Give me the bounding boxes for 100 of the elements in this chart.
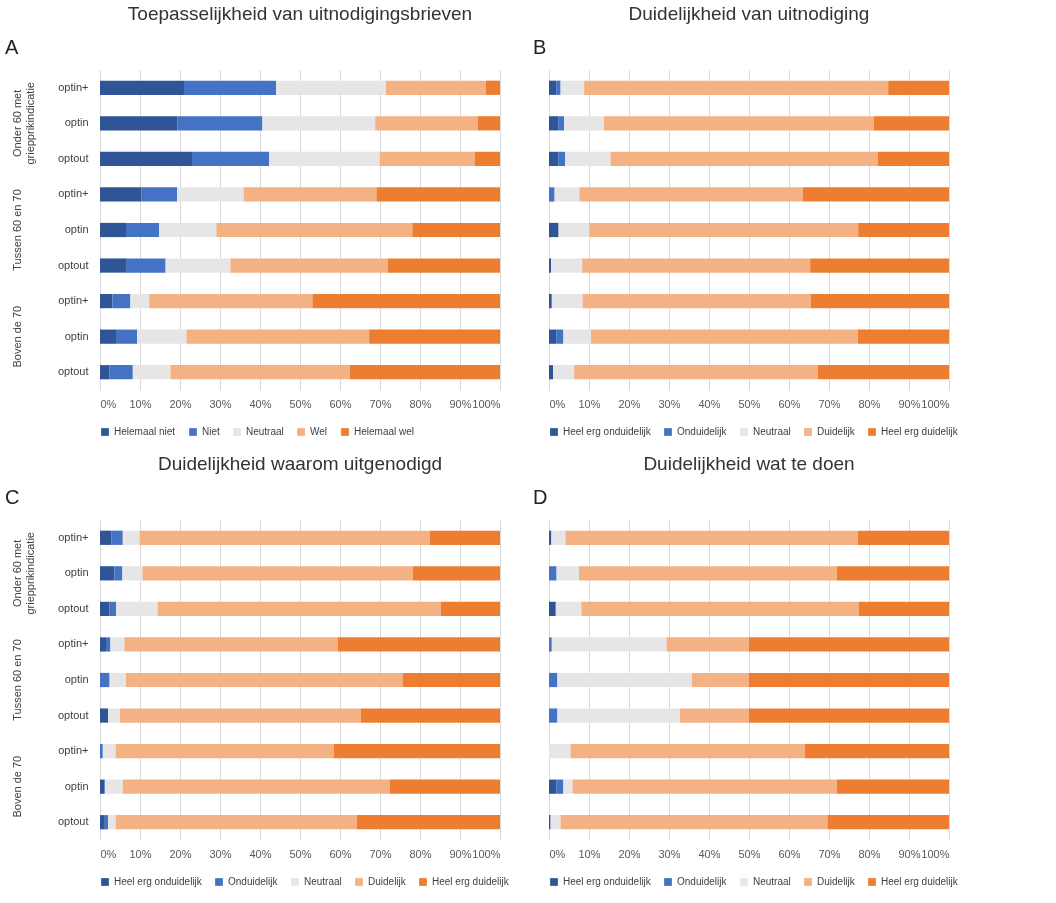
bar <box>126 672 403 688</box>
y-tick-label: optin+ <box>58 530 89 543</box>
bar <box>549 779 557 794</box>
bar <box>116 329 138 344</box>
x-tick-label: 70% <box>369 397 392 410</box>
x-tick-label: 20% <box>618 847 641 860</box>
x-tick-label: 50% <box>289 397 312 410</box>
x-tick-label: 0% <box>549 847 566 860</box>
bar <box>877 151 949 166</box>
x-tick-label: 60% <box>329 847 352 860</box>
y-tick-label: optin+ <box>58 80 89 93</box>
bar <box>563 329 591 344</box>
bar <box>836 566 949 581</box>
bar <box>106 637 111 652</box>
bar <box>551 530 566 545</box>
bar <box>549 637 552 652</box>
bar <box>312 294 500 309</box>
bar <box>589 222 859 238</box>
bar <box>230 258 388 273</box>
bar <box>243 187 377 202</box>
bar <box>100 116 178 131</box>
legend-label: Duidelijk <box>368 876 407 887</box>
bar <box>574 365 818 380</box>
bar <box>557 672 692 688</box>
bar <box>551 258 583 273</box>
y-tick-label: optin+ <box>58 294 89 307</box>
bar <box>390 779 500 794</box>
y-tick-label: optin <box>64 329 89 342</box>
x-tick-label: 10% <box>129 397 152 410</box>
bar <box>749 672 949 688</box>
y-tick-label: optin <box>64 223 89 235</box>
bar <box>549 80 557 95</box>
text: A <box>5 36 19 58</box>
bar <box>159 222 217 238</box>
bar <box>108 815 116 830</box>
bar <box>810 294 949 309</box>
bar <box>100 566 115 581</box>
bar <box>551 294 583 309</box>
bar <box>137 329 187 344</box>
chart-title: Duidelijkheid van uitnodiging <box>628 3 870 24</box>
bar <box>349 365 500 380</box>
bar <box>100 601 110 616</box>
bar <box>557 708 680 723</box>
bar <box>276 80 386 95</box>
chart-title: Duidelijkheid waarom uitgenodigd <box>157 453 443 474</box>
bar <box>572 779 837 794</box>
x-tick-label: 40% <box>249 847 272 860</box>
bar <box>412 222 500 238</box>
x-tick-label: 40% <box>249 397 272 410</box>
bar <box>388 258 500 273</box>
x-tick-label: 20% <box>169 847 192 860</box>
bar <box>556 80 561 95</box>
bar <box>486 80 500 95</box>
bar <box>478 116 500 131</box>
bar <box>141 187 178 202</box>
x-tick-label: 30% <box>209 847 232 860</box>
x-tick-label: 100% <box>921 397 950 410</box>
bar <box>558 151 565 166</box>
bar <box>100 530 112 545</box>
bar <box>582 258 811 273</box>
bar <box>817 365 949 380</box>
bar <box>126 258 166 273</box>
bar <box>749 637 949 652</box>
bar <box>581 601 859 616</box>
bar <box>262 116 376 131</box>
bar <box>192 151 270 166</box>
y-tick-label: optin <box>64 116 89 129</box>
x-tick-label: 80% <box>409 847 432 860</box>
legend-label: Onduidelijk <box>677 876 728 887</box>
x-tick-label: 60% <box>329 397 352 410</box>
bar <box>126 222 160 238</box>
bar <box>184 80 276 95</box>
bar <box>124 637 338 652</box>
bar <box>100 744 103 759</box>
legend-label: Wel <box>310 426 328 437</box>
bar <box>100 779 105 794</box>
legend-label: Neutraal <box>304 876 342 887</box>
bar <box>102 744 116 759</box>
x-tick-label: 40% <box>698 397 721 410</box>
bar <box>859 601 949 616</box>
legend-label: Neutraal <box>246 426 284 437</box>
bar <box>386 80 486 95</box>
x-tick-label: 90% <box>898 847 921 860</box>
bar <box>112 294 131 309</box>
bar <box>564 116 604 131</box>
bar <box>610 151 878 166</box>
chart-title: Toepasselijkheid van uitnodigingsbrieven <box>127 3 473 24</box>
bar <box>549 365 553 380</box>
x-tick-label: 100% <box>921 847 950 860</box>
y-tick-label: optout <box>57 258 89 271</box>
legend-label: Duidelijk <box>817 876 856 887</box>
bar <box>570 744 805 759</box>
text: Onder 60 met griepprikindicatie <box>11 82 36 165</box>
bar <box>556 329 564 344</box>
bar <box>549 151 559 166</box>
bar <box>122 566 143 581</box>
text: B <box>533 36 547 58</box>
bar <box>858 222 949 238</box>
bar <box>170 365 350 380</box>
x-tick-label: 70% <box>369 847 392 860</box>
